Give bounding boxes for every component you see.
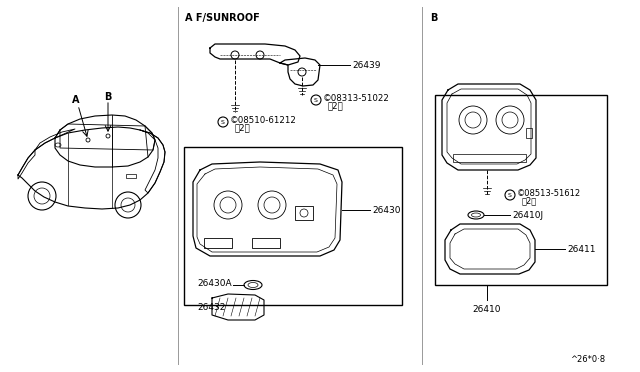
Text: 26410: 26410 [473, 305, 501, 314]
Bar [453, 154, 526, 162]
Text: S: S [221, 119, 225, 125]
Text: 26439: 26439 [352, 61, 381, 70]
Text: 26411: 26411 [567, 244, 595, 253]
Bar [184, 147, 402, 305]
Bar [295, 206, 313, 220]
Text: 26430: 26430 [372, 205, 401, 215]
Text: S: S [508, 192, 512, 198]
Text: 26432: 26432 [197, 302, 225, 311]
Text: 26430A: 26430A [197, 279, 232, 289]
Text: （2）: （2） [328, 102, 344, 110]
Text: A F/SUNROOF: A F/SUNROOF [185, 13, 260, 23]
Text: ©08510-61212: ©08510-61212 [230, 115, 297, 125]
Text: B: B [430, 13, 437, 23]
Text: B: B [104, 92, 111, 102]
Text: ©08513-51612: ©08513-51612 [517, 189, 581, 198]
Text: A: A [72, 95, 79, 105]
Bar [204, 238, 232, 248]
Text: （2）: （2） [235, 124, 251, 132]
Bar [526, 128, 532, 138]
Bar [126, 174, 136, 178]
Text: 26410J: 26410J [512, 211, 543, 219]
Text: ©08313-51022: ©08313-51022 [323, 93, 390, 103]
Bar [435, 95, 607, 285]
Text: S: S [314, 97, 318, 103]
Text: ^26*0·8: ^26*0·8 [570, 356, 605, 365]
Bar [252, 238, 280, 248]
Text: （2）: （2） [522, 196, 537, 205]
